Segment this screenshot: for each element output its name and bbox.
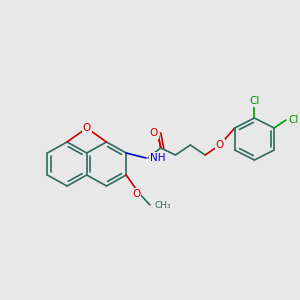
Text: NH: NH	[150, 153, 165, 163]
Text: Cl: Cl	[249, 96, 260, 106]
Text: O: O	[216, 140, 224, 150]
Text: CH₃: CH₃	[155, 200, 171, 209]
Text: O: O	[150, 128, 158, 138]
Text: O: O	[83, 123, 91, 133]
Text: Cl: Cl	[288, 115, 298, 125]
Text: O: O	[132, 189, 140, 199]
